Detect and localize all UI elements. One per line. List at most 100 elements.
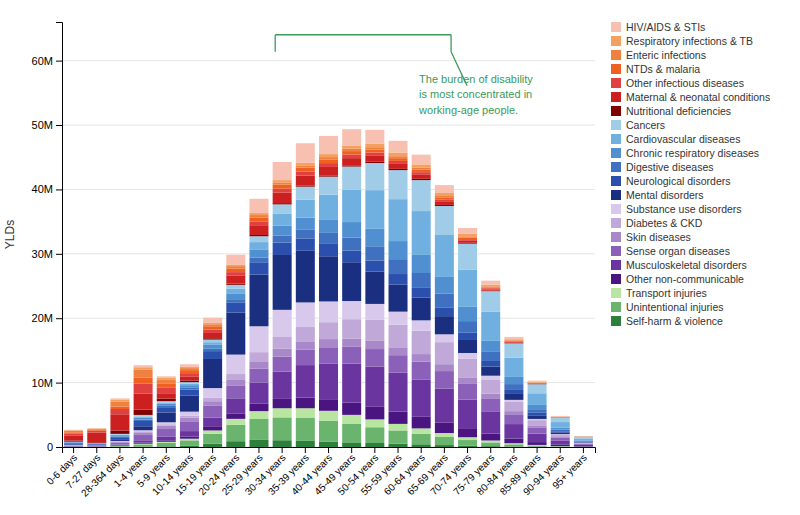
bar-segment	[481, 289, 500, 290]
bar-segment	[319, 154, 338, 157]
y-tick-label: 40M	[32, 183, 53, 195]
bar-segment	[528, 382, 547, 383]
legend-label: Skin diseases	[626, 231, 691, 243]
bar-segment	[458, 239, 477, 241]
legend-label: Musculoskeletal disorders	[626, 259, 747, 271]
bar-segment	[412, 380, 431, 417]
bar-segment	[528, 446, 547, 447]
bar-segment	[574, 443, 593, 444]
bar-segment	[435, 235, 454, 277]
bar-segment	[249, 275, 268, 327]
bar-segment	[110, 440, 129, 441]
bar-segment	[296, 441, 315, 447]
bar-segment	[504, 444, 523, 446]
y-tick-label: 20M	[32, 312, 53, 324]
legend-label: Unintentional injuries	[626, 301, 723, 313]
bar-segment	[342, 415, 361, 424]
bar-segment	[574, 438, 593, 440]
legend-item: Cardiovascular diseases	[611, 133, 740, 145]
bar-segment	[481, 285, 500, 287]
bar-segment	[134, 435, 153, 440]
bar-segment	[249, 235, 268, 236]
bar-segment	[180, 412, 199, 416]
bar-segment	[365, 130, 384, 144]
bar-segment	[481, 367, 500, 376]
bar-segment	[249, 242, 268, 250]
bar-segment	[157, 387, 176, 393]
bar-segment	[64, 446, 83, 447]
legend-label: Nutritional deficiencies	[626, 105, 731, 117]
bar-segment	[157, 399, 176, 402]
x-tick-mark	[166, 447, 167, 453]
bar-segment	[203, 401, 222, 406]
legend-swatch	[611, 232, 621, 242]
bar-segment	[458, 400, 477, 429]
bar-segment	[342, 403, 361, 415]
bar-segment	[342, 129, 361, 145]
legend-swatch	[611, 204, 621, 214]
y-axis-title: YLDs	[3, 220, 17, 249]
bracket-line	[275, 35, 276, 52]
bar-segment	[64, 431, 83, 432]
bar-segment	[64, 446, 83, 447]
bar-segment	[481, 288, 500, 289]
series	[64, 156, 593, 442]
series	[64, 218, 593, 444]
bar-segment	[574, 446, 593, 447]
bar-segment	[528, 420, 547, 425]
legend-item: Other non-communicable	[611, 273, 744, 285]
legend-item: Unintentional injuries	[611, 301, 723, 313]
bar-segment	[319, 301, 338, 322]
bar-segment	[180, 384, 199, 385]
series	[64, 129, 593, 436]
bar-segment	[249, 263, 268, 275]
bar-segment	[412, 211, 431, 255]
bar-segment	[481, 312, 500, 341]
legend-item: Skin diseases	[611, 231, 691, 243]
bar-segment	[87, 445, 106, 446]
bar-segment	[412, 354, 431, 362]
bar-segment	[273, 337, 292, 349]
legend-item: Other infectious diseases	[611, 77, 744, 89]
bar-segment	[249, 383, 268, 404]
bar-segment	[342, 165, 361, 166]
bar-segment	[296, 238, 315, 250]
bar-segment	[412, 255, 431, 273]
bar-segment	[273, 417, 292, 440]
series	[64, 251, 593, 446]
bar-segment	[528, 384, 547, 393]
bar-segment	[203, 444, 222, 447]
bar-segment	[110, 407, 129, 409]
x-tick-mark	[537, 447, 538, 453]
bar-segment	[180, 446, 199, 447]
bar-segment	[296, 398, 315, 409]
bar-segment	[435, 371, 454, 389]
bar-segment	[296, 176, 315, 186]
bar-segment	[551, 445, 570, 446]
bar-segment	[458, 437, 477, 440]
bar-segment	[435, 422, 454, 433]
bar-segment	[180, 395, 199, 411]
bar-segment	[389, 355, 408, 373]
bar-segment	[435, 389, 454, 423]
bar-segment	[319, 233, 338, 244]
bar-segment	[481, 434, 500, 441]
bar-segment	[203, 333, 222, 338]
bar-segment	[319, 219, 338, 233]
bar-segment	[389, 199, 408, 241]
bar-segment	[551, 446, 570, 447]
bar-segment	[203, 351, 222, 359]
bar-segment	[296, 418, 315, 441]
bar-segment	[458, 383, 477, 399]
bar-segment	[412, 320, 431, 330]
bar-segment	[203, 427, 222, 431]
bar-segment	[273, 203, 292, 204]
bar-segment	[458, 340, 477, 353]
bar-segment	[273, 189, 292, 193]
bar-segment	[110, 409, 129, 414]
bar-segment	[226, 441, 245, 447]
bar-segment	[365, 190, 384, 229]
bar-segment	[435, 277, 454, 294]
bar-segment	[389, 325, 408, 348]
bar-segment	[412, 155, 431, 165]
